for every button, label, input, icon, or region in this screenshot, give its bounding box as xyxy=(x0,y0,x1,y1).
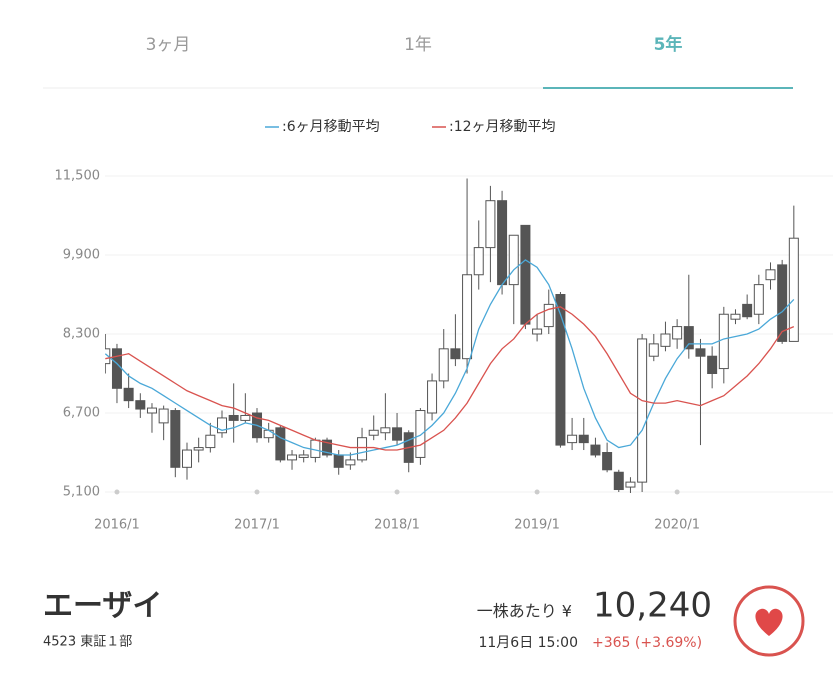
price: 10,240 xyxy=(593,586,712,626)
candle-body xyxy=(765,269,776,281)
candle-body xyxy=(240,414,251,421)
candle-body xyxy=(497,200,508,286)
candle-body xyxy=(298,454,309,458)
tab-bar: 3ヶ月 1年 5年 xyxy=(146,34,793,89)
candle-body xyxy=(170,410,181,468)
candle-body xyxy=(450,348,461,360)
favorite-button[interactable] xyxy=(733,585,805,657)
candle-body xyxy=(485,200,496,249)
candle-body xyxy=(322,439,333,456)
x-tick-label: 2020/1 xyxy=(654,518,700,533)
candle-body xyxy=(590,444,601,456)
candle-body xyxy=(730,313,741,320)
candle-body xyxy=(345,459,356,466)
plot-area xyxy=(105,178,799,493)
axes: 5,100 6,700 8,300 9,900 11,500 2016/1 2017/1 20… xyxy=(55,169,833,533)
candle-body xyxy=(368,429,379,436)
price-change: +365 (+3.69%) xyxy=(592,635,702,651)
candle-body xyxy=(707,355,718,374)
y-tick-label: 11,500 xyxy=(55,169,101,184)
candle-body xyxy=(613,471,624,491)
tab-label[interactable]: 1年 xyxy=(404,35,432,55)
x-tick-dot xyxy=(254,489,260,495)
x-tick-dot xyxy=(534,489,540,495)
tab-underline xyxy=(543,87,793,89)
candle-body xyxy=(742,303,753,318)
candle-body xyxy=(567,434,578,444)
legend-label: :12ヶ月移動平均 xyxy=(449,119,556,135)
candle-body xyxy=(357,437,368,461)
x-tick-label: 2018/1 xyxy=(374,518,420,533)
candle-body xyxy=(392,427,403,441)
candle-body xyxy=(275,427,286,461)
candle-body xyxy=(695,348,706,357)
x-tick-label: 2017/1 xyxy=(234,518,280,533)
candle-body xyxy=(520,224,531,325)
candle-body xyxy=(205,434,216,449)
candle-body xyxy=(181,449,192,468)
candle-body xyxy=(111,348,122,389)
candle-body xyxy=(637,338,648,483)
y-tick-label: 6,700 xyxy=(63,406,100,421)
candle-body xyxy=(415,410,426,458)
heart-icon[interactable] xyxy=(755,608,783,636)
candle-body xyxy=(543,303,554,328)
candle-body xyxy=(158,408,169,424)
moving-average-line xyxy=(105,306,795,451)
x-tick-dot xyxy=(674,489,680,495)
candle-body xyxy=(578,434,589,444)
candle-body xyxy=(683,326,694,350)
stock-code: 4523 東証１部 xyxy=(43,634,132,650)
candle-body xyxy=(123,387,134,402)
candle-body xyxy=(718,313,729,370)
candle-body xyxy=(508,234,519,286)
candle-body xyxy=(602,452,613,471)
candle-body xyxy=(777,264,788,342)
candle-body xyxy=(228,414,239,421)
candle-body xyxy=(287,454,298,461)
candle-body xyxy=(217,417,227,434)
candle-body xyxy=(788,237,799,342)
x-tick-dot xyxy=(394,489,400,495)
candle-body xyxy=(135,400,146,410)
y-tick-label: 9,900 xyxy=(63,248,100,263)
candle-body xyxy=(625,481,636,488)
stock-name: エーザイ xyxy=(43,589,162,624)
candle-body xyxy=(473,247,484,276)
candle-body xyxy=(263,429,274,439)
candle-body xyxy=(146,407,157,414)
update-time: 11月6日 15:00 xyxy=(478,635,578,651)
candle-body xyxy=(648,343,659,357)
legend: :6ヶ月移動平均 :12ヶ月移動平均 xyxy=(265,119,556,135)
y-tick-label: 5,100 xyxy=(63,485,100,500)
legend-label: :6ヶ月移動平均 xyxy=(282,119,380,135)
y-tick-label: 8,300 xyxy=(63,327,100,342)
candle-body xyxy=(753,284,764,315)
x-tick-dot xyxy=(114,489,120,495)
price-label: 一株あたり ¥ xyxy=(477,602,572,621)
candle-body xyxy=(462,274,473,360)
candle-body xyxy=(672,326,683,340)
candle-body xyxy=(532,328,543,335)
candle-body xyxy=(427,380,438,414)
candle-body xyxy=(380,427,391,434)
candle-body xyxy=(438,348,449,382)
candle-body xyxy=(660,333,671,347)
tab-label[interactable]: 3ヶ月 xyxy=(146,35,191,55)
x-tick-label: 2019/1 xyxy=(514,518,560,533)
moving-average-line xyxy=(105,259,795,456)
tab-label[interactable]: 5年 xyxy=(654,34,683,55)
candle-body xyxy=(333,454,344,468)
candle-body xyxy=(193,447,204,451)
x-tick-label: 2016/1 xyxy=(94,518,140,533)
candle-body xyxy=(555,294,566,446)
